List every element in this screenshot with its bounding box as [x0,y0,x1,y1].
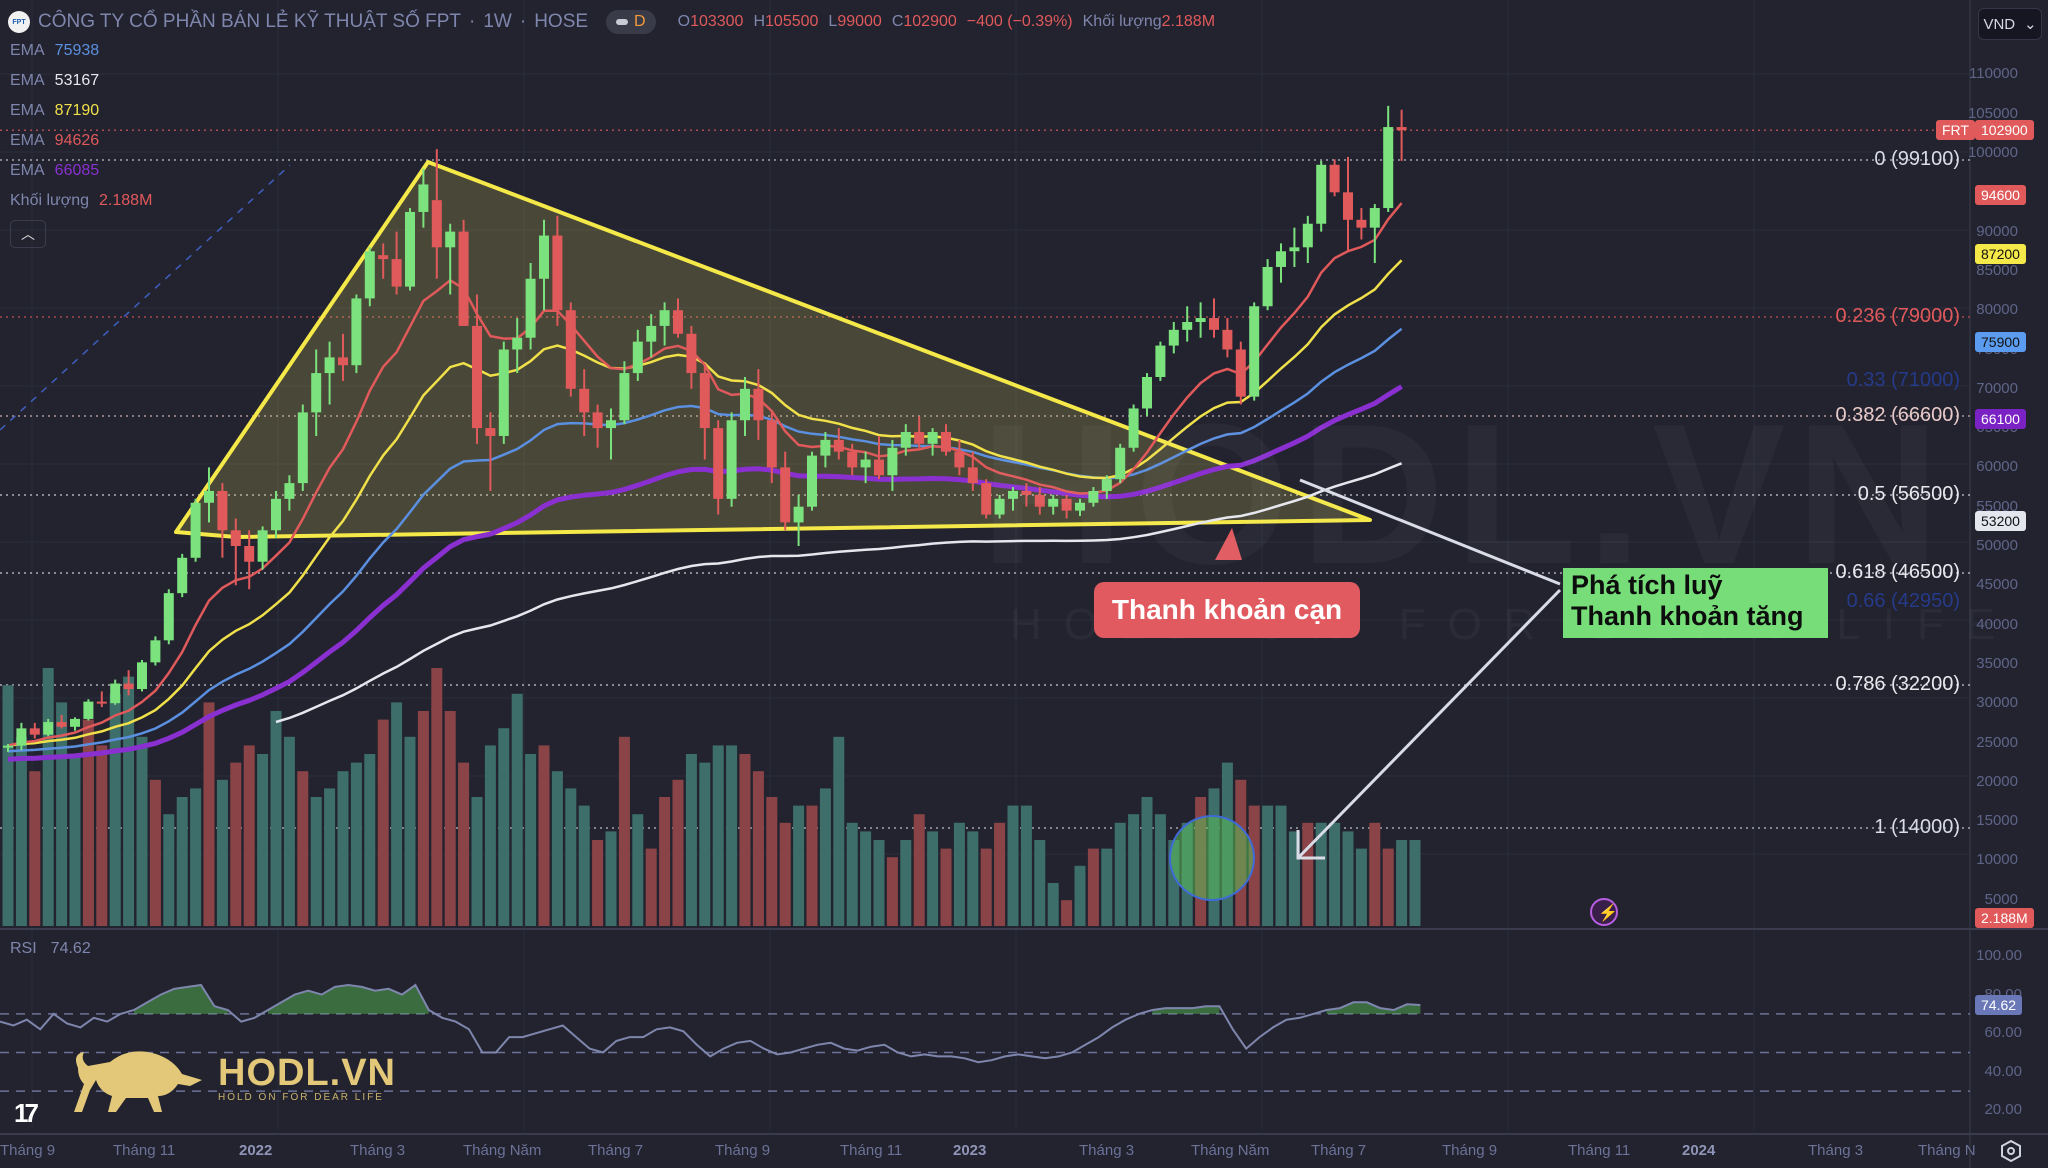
time-axis-label: Tháng 7 [1311,1142,1367,1159]
low-liquidity-callout[interactable]: Thanh khoản cạn [1094,582,1360,638]
rsi-value-tag: 74.62 [1975,995,2023,1015]
exchange-label: HOSE [534,11,589,32]
time-axis-label: Tháng 11 [113,1142,176,1159]
hodl-brand: HODL.VN HOLD ON FOR DEAR LIFE [70,1040,396,1116]
change-value: −400 (−0.39%) [966,13,1073,30]
time-axis-label: Tháng 9 [0,1142,56,1159]
price-axis-label: 85000 [1976,261,2018,279]
price-axis-label: 105000 [1967,104,2018,122]
price-axis-label: 50000 [1976,537,2018,554]
svg-text:⚡: ⚡ [1598,903,1618,922]
time-axis-label: Tháng 3 [1808,1142,1864,1159]
fib-level-label: 0.33 (71000) [1846,369,1960,391]
price-axis-label: 70000 [1976,379,2018,397]
time-axis-label: Tháng 9 [715,1142,771,1159]
price-axis-label: 25000 [1976,733,2018,751]
fib-level-label: 1 (14000) [1874,816,1960,838]
low-value: 99000 [837,13,882,30]
rsi-legend[interactable]: RSI 74.62 [10,940,91,957]
price-axis-label: 10000 [1976,851,2018,869]
chevron-down-icon: ⌄ [2023,16,2037,33]
price-axis-label: 45000 [1976,576,2018,594]
time-axis-label: Tháng 11 [1568,1142,1631,1159]
price-axis-label: 30000 [1976,694,2018,712]
breakout-callout[interactable]: Phá tích luỹ Thanh khoản tăng [1563,568,1828,638]
price-tag: 94600 [1975,185,2026,206]
price-axis-label: 80000 [1976,301,2018,319]
minus-icon [616,19,629,25]
legend-ema-5[interactable]: EMA 66085 [10,162,100,179]
market-status-pill[interactable]: D [606,10,656,34]
rsi-axis-label: 60.00 [1984,1024,2022,1042]
volume-value: 2.188M [1161,13,1216,30]
legend-volume[interactable]: Khối lượng 2.188M [10,192,153,209]
chart-header: FPT CÔNG TY CỔ PHẦN BÁN LẺ KỸ THUẬT SỐ F… [8,8,1215,36]
currency-select[interactable]: VND ⌄ [1978,8,2042,40]
price-tag: 87200 [1975,243,2026,264]
time-axis-label: Tháng 11 [840,1142,903,1159]
price-tag: 66100 [1975,409,2026,430]
fib-level-label: 0.5 (56500) [1857,483,1960,505]
rsi-axis-label: 20.00 [1984,1101,2022,1119]
fib-level-label: 0.786 (32200) [1835,673,1960,695]
fib-level-label: 0.382 (66600) [1835,404,1960,426]
time-axis-label: Tháng 7 [588,1142,644,1159]
ohlc-values: O103300 H105500 L99000 C102900 −400 (−0.… [677,13,1216,30]
price-tag: 53200 [1975,510,2026,531]
chevron-up-icon: ︿ [21,226,35,242]
time-axis-label: Tháng 3 [350,1142,406,1159]
symbol-tag: FRT [1936,120,1975,141]
time-axis-label: 2024 [1682,1142,1716,1159]
time-axis-label: 2022 [239,1142,273,1159]
price-axis-label: 60000 [1976,458,2018,476]
price-axis-label: 20000 [1976,772,2018,790]
price-tag: 2.188M [1975,908,2034,928]
legend-ema-1[interactable]: EMA 75938 [10,42,100,59]
bull-logo-icon [74,1051,202,1112]
time-axis-label: Tháng 9 [1442,1142,1498,1159]
price-axis-label: 5000 [1984,890,2018,908]
fib-level-label: 0.66 (42950) [1846,590,1960,612]
time-axis-label: Tháng 3 [1079,1142,1135,1159]
title-separator: · [519,11,527,32]
price-tag: 102900 [1975,120,2034,141]
high-value: 105500 [765,13,819,30]
price-axis-label: 100000 [1967,144,2018,161]
delayed-badge: D [634,13,646,30]
tradingview-logo-icon[interactable]: 17 [14,1098,39,1128]
fib-level-label: 0.618 (46500) [1835,561,1960,583]
interval-label[interactable]: 1W [483,11,512,32]
legend-ema-4[interactable]: EMA 94626 [10,132,100,149]
close-value: 102900 [903,13,957,30]
company-logo-icon: FPT [8,11,30,33]
price-tag: 75900 [1975,332,2026,353]
symbol-title[interactable]: CÔNG TY CỔ PHẦN BÁN LẺ KỸ THUẬT SỐ FPT [38,11,462,32]
settings-icon[interactable] [2000,1140,2022,1162]
fib-level-label: 0 (99100) [1874,148,1960,170]
title-separator: · [469,11,476,32]
rsi-axis-label: 40.00 [1984,1062,2022,1080]
legend-ema-3[interactable]: EMA 87190 [10,102,100,119]
legend-ema-2[interactable]: EMA 53167 [10,72,100,89]
volume-label: Khối lượng [1082,13,1162,30]
price-axis-label: 55000 [1976,497,2018,515]
time-axis-label: 2023 [953,1142,987,1159]
collapse-legend-button[interactable]: ︿ [10,220,46,248]
rsi-axis-label: 100.00 [1976,947,2022,964]
price-axis-label: 40000 [1976,615,2018,633]
price-axis-label: 15000 [1976,812,2018,830]
time-axis-label: Tháng Năm [463,1142,542,1159]
price-axis-label: 110000 [1969,65,2018,83]
time-axis-label: Tháng Năm [1191,1142,1270,1159]
price-axis-label: 90000 [1976,222,2018,240]
time-axis-label: Tháng N [1918,1142,1976,1159]
fib-level-label: 0.236 (79000) [1835,305,1960,327]
open-value: 103300 [690,13,744,30]
price-axis-label: 35000 [1976,654,2018,672]
